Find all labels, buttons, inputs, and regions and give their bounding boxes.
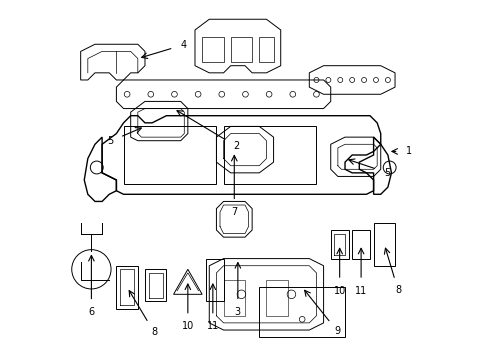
Text: 11: 11 xyxy=(207,321,219,332)
Text: 4: 4 xyxy=(181,40,187,50)
Text: 5: 5 xyxy=(384,168,391,178)
Text: 10: 10 xyxy=(334,286,346,296)
Text: 8: 8 xyxy=(395,285,401,295)
Text: 3: 3 xyxy=(235,307,241,317)
Text: 9: 9 xyxy=(334,326,341,336)
Text: 6: 6 xyxy=(88,307,95,317)
Text: 1: 1 xyxy=(406,147,413,157)
Text: 2: 2 xyxy=(233,141,240,151)
Text: 11: 11 xyxy=(355,286,367,296)
Text: 7: 7 xyxy=(231,207,238,217)
Text: 8: 8 xyxy=(151,327,157,337)
Text: 5: 5 xyxy=(107,136,113,147)
Text: 10: 10 xyxy=(182,321,194,332)
